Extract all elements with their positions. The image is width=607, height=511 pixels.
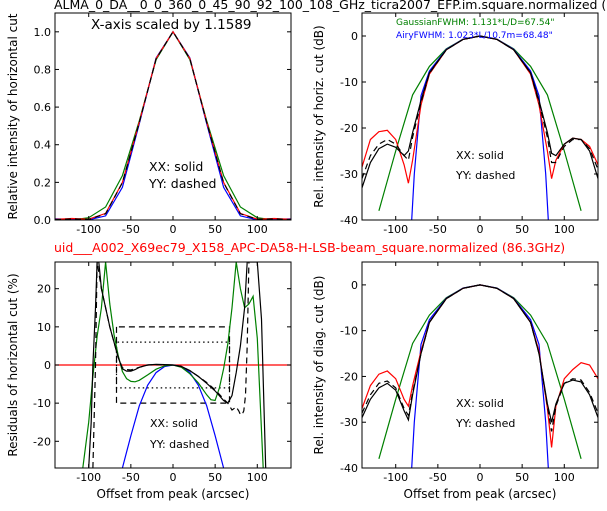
- y-tick-label: 0: [351, 30, 358, 43]
- x-tick-label: -50: [122, 223, 140, 236]
- x-tick-label: 50: [515, 471, 529, 484]
- y-tick-label: 0.2: [34, 176, 52, 189]
- series-line-2: [115, 341, 231, 389]
- y-tick-label: 0.0: [34, 214, 52, 227]
- series-group: [362, 35, 598, 220]
- y-tick-label: -20: [33, 435, 51, 448]
- x-tick-label: 100: [554, 223, 575, 236]
- x-tick-label: 0: [477, 223, 484, 236]
- plot-frame: [361, 261, 599, 469]
- x-axis-label: Offset from peak (arcsec): [404, 487, 557, 501]
- series-group: [55, 30, 291, 220]
- y-tick-label: 0.4: [34, 139, 52, 152]
- series-line-6: [92, 262, 250, 468]
- legend-line-0: XX: solid: [456, 149, 504, 162]
- legend-line-0: XX: solid: [149, 159, 203, 174]
- x-tick-label: 100: [554, 471, 575, 484]
- y-tick-label: -30: [340, 416, 358, 429]
- series-line-0: [55, 30, 291, 220]
- series-group: [55, 262, 291, 468]
- series-line-0: [378, 35, 582, 211]
- y-tick-label: -30: [340, 168, 358, 181]
- series-line-3: [55, 30, 291, 220]
- x-tick-label: 0: [170, 223, 177, 236]
- y-tick-label: -10: [33, 397, 51, 410]
- x-tick-label: -100: [383, 223, 408, 236]
- y-tick-label: -10: [340, 76, 358, 89]
- scale-annotation: X-axis scaled by 1.1589: [91, 17, 252, 33]
- y-tick-label: -40: [340, 462, 358, 475]
- y-tick-label: 20: [37, 283, 51, 296]
- legend-line-0: XX: solid: [150, 417, 198, 430]
- x-tick-label: 100: [247, 223, 268, 236]
- x-tick-label: 100: [247, 471, 268, 484]
- y-tick-label: -40: [340, 214, 358, 227]
- y-axis-label: Rel. intensity of horiz. cut (dB): [312, 25, 326, 207]
- series-line-1: [55, 30, 291, 220]
- x-tick-label: -50: [429, 223, 447, 236]
- legend-line-1: YY: dashed: [148, 176, 216, 191]
- x-tick-label: -100: [383, 471, 408, 484]
- x-axis-label: Offset from peak (arcsec): [97, 487, 250, 501]
- y-tick-label: 1.0: [34, 26, 52, 39]
- x-tick-label: 0: [477, 471, 484, 484]
- fwhm-annotation-0: GaussianFWHM: 1.131*L/D=67.54": [396, 18, 554, 28]
- series-line-4: [362, 35, 598, 179]
- y-tick-label: 0: [351, 279, 358, 292]
- y-tick-label: -10: [340, 325, 358, 338]
- x-tick-label: 50: [208, 223, 222, 236]
- x-tick-label: -100: [76, 471, 101, 484]
- y-axis-label: Rel. intensity of diag. cut (dB): [312, 276, 326, 455]
- mid-title: uid___A002_X69ec79_X158_APC-DA58-H-LSB-b…: [54, 240, 565, 255]
- legend-line-1: YY: dashed: [455, 417, 515, 430]
- y-tick-label: -20: [340, 122, 358, 135]
- series-line-0: [378, 284, 582, 459]
- panel-horizontal-cut: -100 -50 0 50 100 0.0 0.2 0.4 0.6 0.8 1.0 Relative …: [6, 12, 292, 236]
- legend-line-0: XX: solid: [456, 397, 504, 410]
- y-axis-label: Residuals of horizontal cut (%): [6, 273, 20, 456]
- series-line-1: [115, 326, 231, 404]
- x-tick-label: 0: [170, 471, 177, 484]
- plot-frame: [361, 12, 599, 221]
- y-tick-label: 10: [37, 321, 51, 334]
- legend-line-1: YY: dashed: [455, 169, 515, 182]
- y-axis-label: Relative intensity of horizontal cut: [6, 13, 20, 219]
- y-tick-label: 0.8: [34, 63, 52, 76]
- y-tick-label: 0.6: [34, 101, 52, 114]
- y-tick-label: 0: [44, 359, 51, 372]
- x-tick-label: -50: [122, 471, 140, 484]
- series-line-3: [362, 35, 598, 188]
- x-tick-label: -50: [429, 471, 447, 484]
- x-tick-label: 50: [515, 223, 529, 236]
- fwhm-annotation-1: AiryFWHM: 1.023*L/10.7m=68.48": [396, 31, 553, 41]
- y-tick-label: -20: [340, 370, 358, 383]
- legend-line-1: YY: dashed: [149, 438, 209, 451]
- top-title: ALMA_0_DA__0_0_360_0_45_90_92_100_108_GH…: [54, 0, 606, 12]
- x-tick-label: -100: [76, 223, 101, 236]
- series-line-2: [55, 30, 291, 220]
- series-line-4: [362, 284, 598, 432]
- series-line-5: [88, 262, 267, 468]
- series-group: [362, 284, 598, 468]
- x-tick-label: 50: [208, 471, 222, 484]
